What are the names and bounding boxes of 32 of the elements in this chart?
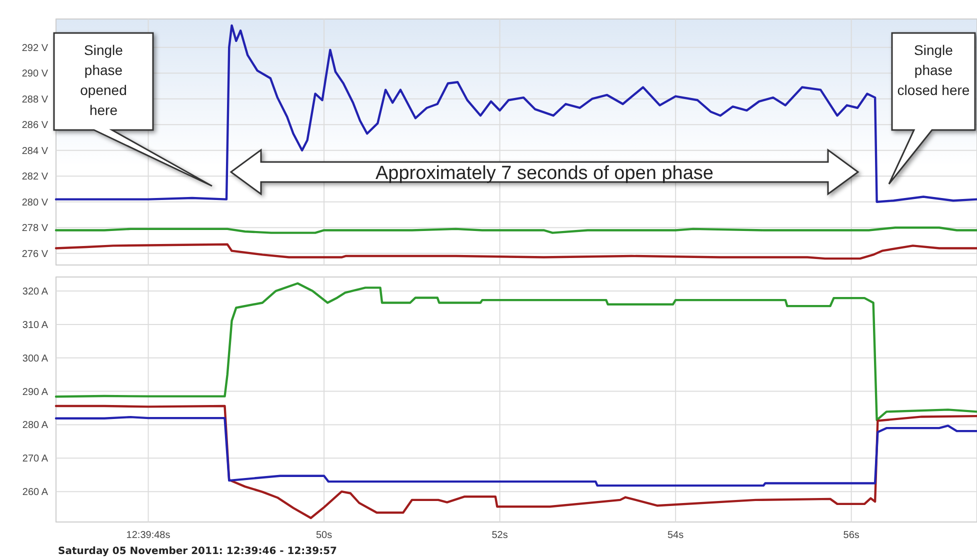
y-tick-label: 320 A xyxy=(22,286,48,298)
y-tick-label: 286 V xyxy=(22,120,48,132)
x-tick-label: 54s xyxy=(668,530,684,541)
y-tick-label: 300 A xyxy=(22,353,48,364)
line-series xyxy=(54,404,977,520)
callout-box: Single phase opened here xyxy=(53,32,213,187)
y-tick-label: 280 A xyxy=(22,420,48,432)
line-series xyxy=(54,24,977,203)
y-tick-label: 290 V xyxy=(22,68,48,80)
line-series xyxy=(54,416,977,487)
y-tick-label: 282 V xyxy=(22,172,48,183)
y-tick-label: 260 A xyxy=(22,487,48,498)
x-tick-label: 50s xyxy=(316,530,332,541)
x-tick-label: 56s xyxy=(843,530,860,541)
annotation: Single phase opened here xyxy=(80,42,127,118)
y-tick-label: 292 V xyxy=(22,42,48,54)
y-tick-label: 310 A xyxy=(22,320,48,331)
y-tick-label: 290 A xyxy=(22,386,48,398)
annotation: Single phase closed here xyxy=(897,42,970,98)
text: Saturday 05 November 2011: 12:39:46 - 12:39:57 xyxy=(58,546,338,557)
y-tick-label: 278 V xyxy=(22,223,48,234)
annotation: Approximately 7 seconds of open phase xyxy=(376,163,714,184)
line-series xyxy=(54,243,977,260)
x-tick-label: 52s xyxy=(492,530,508,541)
y-tick-label: 280 V xyxy=(22,197,48,208)
y-tick-label: 276 V xyxy=(22,248,48,260)
y-tick-label: 284 V xyxy=(22,146,48,157)
callout-box: Single phase closed here xyxy=(888,32,976,185)
y-tick-label: 270 A xyxy=(22,454,48,465)
x-tick-label: 12:39:48s xyxy=(126,530,170,541)
line-series xyxy=(54,282,977,422)
y-tick-label: 288 V xyxy=(22,94,48,106)
